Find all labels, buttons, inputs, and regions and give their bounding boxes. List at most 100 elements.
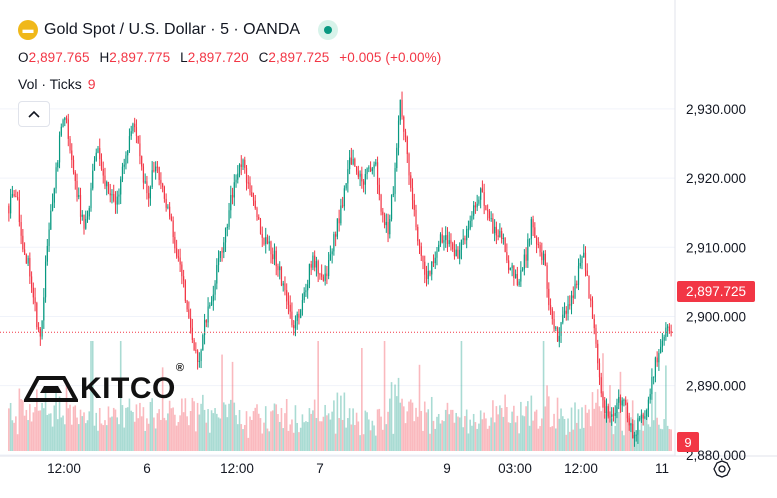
volume-bar (216, 413, 218, 451)
volume-bar (598, 406, 601, 451)
volume-bar (292, 432, 295, 451)
volume-bar (476, 428, 478, 451)
candle-body (72, 159, 75, 173)
candle-body (261, 233, 263, 238)
candle-body (532, 219, 534, 228)
volume-bar (151, 398, 153, 451)
volume-bar (334, 433, 337, 451)
volume-bar (36, 389, 38, 451)
gear-icon[interactable] (712, 459, 732, 479)
candle-body (415, 209, 417, 228)
volume-bar (605, 411, 608, 451)
candle-body (385, 221, 387, 226)
volume-bar (497, 414, 499, 451)
volume-bar (352, 408, 354, 451)
volume-bar (527, 401, 529, 451)
volume-bar (382, 429, 384, 451)
candle-body (394, 168, 396, 194)
volume-bar (579, 428, 582, 451)
volume-bar (119, 341, 122, 451)
market-status-icon[interactable] (318, 20, 339, 40)
candle-body (228, 210, 230, 227)
volume-bar (495, 406, 498, 451)
volume-bar (651, 399, 653, 451)
candle-body (647, 399, 650, 410)
volume-bar (525, 406, 527, 451)
candle-body (266, 237, 269, 244)
candle-body (326, 273, 328, 277)
candle-body (310, 264, 312, 268)
candle-body (548, 288, 550, 306)
candle-body (231, 194, 234, 198)
candle-body (471, 215, 473, 221)
volume-bar (570, 407, 573, 451)
candle-body (43, 297, 45, 321)
volume-bar (537, 428, 540, 451)
candle-body (515, 273, 517, 278)
ohlc-values: O2,897.765 H2,897.775 L2,897.720 C2,897.… (18, 50, 447, 65)
volume-bar (224, 404, 227, 451)
candle-body (270, 241, 272, 255)
volume-bar (574, 402, 576, 451)
volume-bar (128, 398, 131, 451)
candle-body (595, 328, 597, 344)
candle-body (120, 179, 122, 195)
volume-bar (532, 420, 534, 451)
candle-body (541, 252, 543, 261)
volume-bar (193, 401, 195, 451)
volume-bar (415, 407, 417, 451)
candle-body (298, 313, 300, 318)
volume-bar (446, 402, 449, 451)
candle-body (401, 99, 403, 117)
candle-body (165, 198, 167, 208)
candle-body (284, 283, 286, 291)
candle-body (667, 326, 669, 328)
candle-body (565, 310, 567, 314)
candle-body (116, 196, 118, 205)
y-tick-label: 2,880.000 (686, 448, 746, 463)
volume-bar (238, 409, 241, 451)
candle-body (459, 249, 461, 259)
volume-bar (436, 416, 438, 451)
volume-bar (394, 384, 396, 451)
candle-body (473, 205, 475, 216)
candle-body (67, 119, 69, 139)
candle-body (11, 193, 13, 197)
candle-body (65, 117, 68, 120)
volume-bar (280, 408, 283, 451)
volume-bar (15, 416, 17, 451)
candle-body (223, 242, 225, 253)
volume-bar (425, 412, 428, 451)
volume-bar (308, 408, 311, 451)
candle-body (86, 216, 89, 220)
volume-bar (444, 409, 447, 451)
candle-body (605, 406, 608, 414)
volume-bar (121, 405, 124, 451)
volume-bar (74, 405, 77, 451)
candle-body (422, 255, 424, 262)
collapse-legend-button[interactable] (18, 101, 50, 127)
candle-body (525, 254, 527, 261)
candle-body (616, 402, 618, 413)
candle-body (527, 239, 529, 261)
candle-body (97, 148, 99, 153)
volume-bar (53, 405, 56, 451)
volume-bar (50, 413, 52, 451)
candle-body (403, 116, 405, 132)
volume-bar (146, 418, 148, 451)
candle-body (207, 306, 209, 323)
candle-body (551, 309, 553, 320)
candle-body (36, 303, 38, 328)
candle-body (483, 192, 485, 206)
gold-bars-icon: ▬ (18, 20, 38, 40)
candle-body (522, 269, 524, 271)
candle-body (625, 399, 627, 406)
volume-bar (298, 432, 300, 451)
volume-bar (341, 419, 344, 451)
volume-bar (357, 421, 360, 451)
candle-body (356, 166, 358, 172)
candle-body (203, 320, 206, 336)
candle-body (55, 167, 57, 189)
candle-body (15, 196, 17, 198)
